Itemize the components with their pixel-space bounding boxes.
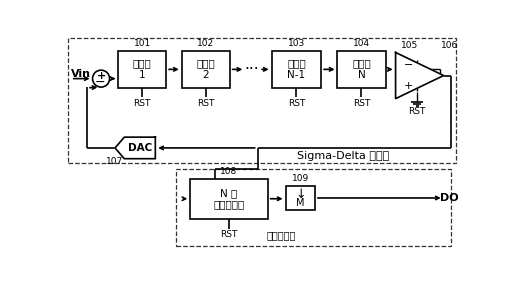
Text: 109: 109 bbox=[292, 174, 309, 183]
Text: −: − bbox=[95, 76, 106, 89]
Text: DAC: DAC bbox=[128, 143, 152, 153]
Text: 积分器
1: 积分器 1 bbox=[133, 59, 152, 80]
Text: 103: 103 bbox=[288, 39, 305, 48]
Bar bbox=[337, 51, 385, 88]
Text: 108: 108 bbox=[220, 167, 238, 176]
Text: +: + bbox=[404, 81, 413, 91]
Bar bbox=[286, 186, 315, 210]
Text: RST: RST bbox=[353, 99, 370, 108]
Bar bbox=[271, 51, 321, 88]
Bar bbox=[68, 38, 456, 163]
Text: ···: ··· bbox=[244, 62, 259, 77]
Polygon shape bbox=[396, 52, 444, 99]
Text: 抽取滤波器: 抽取滤波器 bbox=[267, 230, 296, 240]
Text: M: M bbox=[296, 198, 305, 208]
Text: 积分器
N: 积分器 N bbox=[352, 59, 371, 80]
Text: RST: RST bbox=[409, 107, 426, 116]
Bar bbox=[118, 51, 166, 88]
Text: DO: DO bbox=[440, 193, 458, 203]
Text: N 阶
数字滤波器: N 阶 数字滤波器 bbox=[213, 188, 245, 209]
Text: 积分器
2: 积分器 2 bbox=[196, 59, 215, 80]
Text: ↓: ↓ bbox=[295, 188, 306, 201]
Polygon shape bbox=[115, 137, 155, 159]
Text: RST: RST bbox=[220, 230, 238, 239]
Text: RST: RST bbox=[288, 99, 305, 108]
Text: 106: 106 bbox=[441, 41, 458, 50]
Text: 104: 104 bbox=[353, 39, 370, 48]
Text: 107: 107 bbox=[106, 156, 124, 166]
Text: Vin: Vin bbox=[71, 69, 91, 79]
Text: Sigma-Delta 调制器: Sigma-Delta 调制器 bbox=[297, 151, 389, 161]
Text: 105: 105 bbox=[401, 41, 418, 50]
Text: 101: 101 bbox=[133, 39, 151, 48]
Text: 102: 102 bbox=[197, 39, 214, 48]
Text: RST: RST bbox=[133, 99, 151, 108]
Text: +: + bbox=[97, 70, 106, 81]
Text: 积分器
N-1: 积分器 N-1 bbox=[287, 59, 306, 80]
Bar bbox=[182, 51, 230, 88]
Bar bbox=[190, 179, 268, 219]
Text: RST: RST bbox=[197, 99, 215, 108]
Bar bbox=[176, 169, 451, 246]
Text: −: − bbox=[404, 60, 413, 70]
